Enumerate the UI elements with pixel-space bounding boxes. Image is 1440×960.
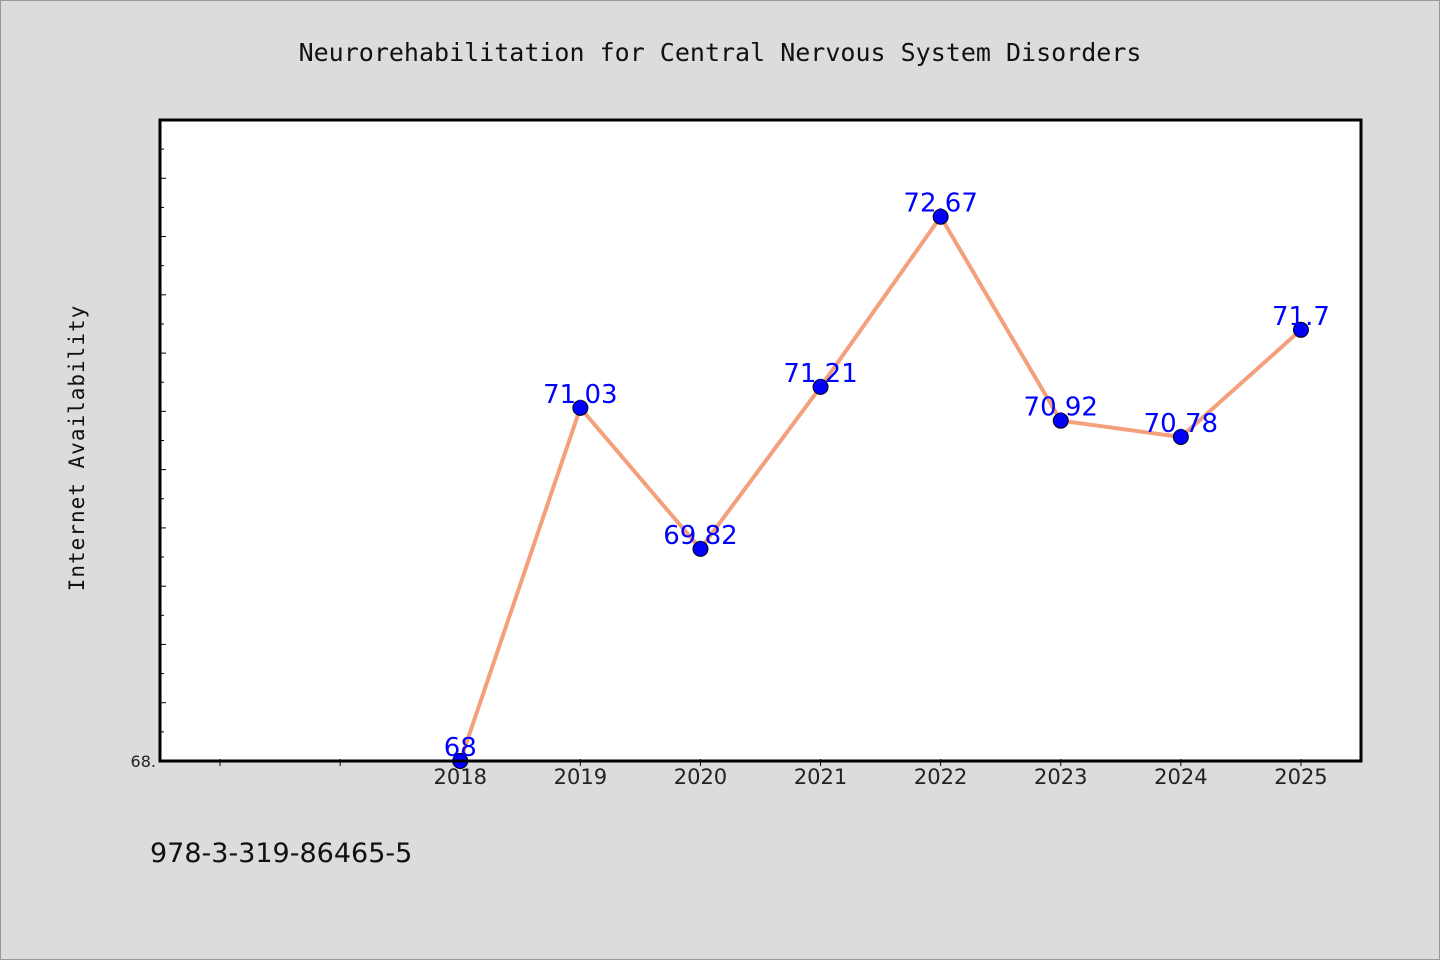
- x-tick-label: 2024: [1154, 765, 1207, 789]
- y-axis-label: Internet Availability: [65, 305, 89, 592]
- y-tick-label: 68.: [131, 752, 156, 771]
- data-point-marker: [812, 378, 829, 395]
- x-tick-label: 2025: [1274, 765, 1327, 789]
- plot-area: [160, 120, 1361, 761]
- chart-title: Neurorehabilitation for Central Nervous …: [299, 38, 1142, 67]
- data-label: 70.78: [1144, 409, 1218, 439]
- x-ticks: 2018 2019 2020 2021 2022 2023 2024 2025: [219, 759, 1328, 789]
- x-tick-label: 2022: [914, 765, 967, 789]
- markers-group: [452, 208, 1309, 769]
- data-point-marker: [1172, 429, 1189, 446]
- data-point-marker: [572, 399, 589, 416]
- data-label: 71.7: [1272, 302, 1330, 332]
- x-tick-label: 2021: [794, 765, 847, 789]
- data-label: 68: [444, 733, 477, 763]
- y-tick-labels: 68.: [131, 752, 156, 771]
- plot-border: [158, 118, 1363, 763]
- data-label: 71.03: [543, 380, 617, 410]
- data-label: 69.82: [663, 521, 737, 551]
- data-point-marker: [932, 208, 949, 225]
- series-line-group: [458, 214, 1303, 762]
- data-label: 70.92: [1024, 393, 1098, 423]
- data-point-marker: [692, 540, 709, 557]
- data-label: 71.21: [783, 359, 857, 389]
- footer-isbn: 978-3-319-86465-5: [150, 838, 412, 869]
- x-tick-label: 2023: [1034, 765, 1087, 789]
- data-labels-group: 68 71.03 69.82 71.21 72.67 70.92 70.78 71.7: [444, 189, 1330, 763]
- data-point-marker: [1052, 412, 1069, 429]
- x-tick-label: 2019: [554, 765, 607, 789]
- data-label: 72.67: [903, 189, 977, 219]
- data-point-marker: [1292, 321, 1309, 338]
- series-line: [458, 214, 1303, 762]
- x-tick-label: 2020: [674, 765, 727, 789]
